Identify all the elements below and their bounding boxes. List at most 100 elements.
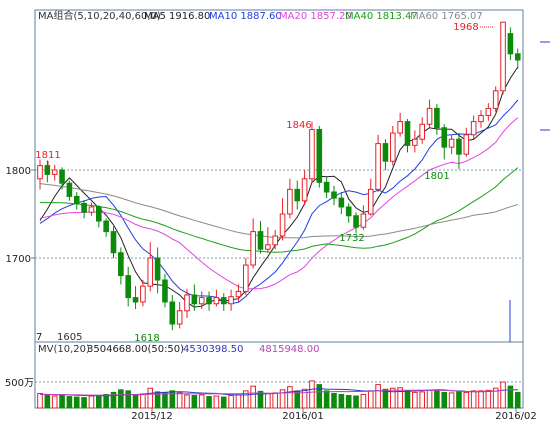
candle-body (235, 290, 242, 298)
volume-bar (169, 390, 176, 409)
volume-bar (250, 385, 256, 409)
volume-legend-v2: 4530398.50 (183, 344, 243, 355)
legend-ma40: MA40 1813.47 (345, 11, 418, 22)
volume-bar (301, 388, 308, 409)
candle-body (103, 220, 109, 233)
volume-bar (397, 387, 403, 409)
moving-average-lines (39, 66, 519, 308)
candle-body (323, 181, 330, 193)
candle (154, 247, 161, 294)
volume-bar (118, 389, 124, 409)
candle (110, 226, 117, 258)
volume-bar (287, 386, 293, 409)
volume-bar (463, 391, 470, 409)
candle-body (287, 188, 293, 215)
candle (323, 177, 330, 199)
volume-bar (448, 392, 455, 409)
volume-bar (470, 390, 477, 409)
candle (169, 294, 176, 331)
candle-body (147, 257, 154, 287)
candle (235, 284, 242, 302)
volume-bar (140, 393, 146, 409)
candle-body (500, 21, 506, 92)
candle (382, 139, 389, 170)
candle (448, 134, 455, 155)
volume-bar (198, 394, 205, 409)
volume-bar (507, 385, 514, 409)
volume-bar (419, 391, 425, 409)
volume-bar (228, 395, 234, 409)
ma5-line (39, 66, 519, 308)
legend-ma5-label: MA5 (144, 11, 166, 22)
ma20-line (39, 117, 519, 290)
candle (37, 159, 43, 190)
volume-bar (73, 396, 80, 409)
x-label-2016-01: 2016/01 (282, 411, 324, 422)
legend-ma40-value: 1813.47 (376, 11, 417, 22)
volume-bar (44, 394, 51, 409)
volume-bar (51, 395, 58, 409)
candle (73, 192, 80, 210)
volume-bar (220, 396, 227, 409)
candle-body (316, 129, 323, 183)
candle-body (110, 231, 117, 254)
candle (96, 205, 102, 228)
candle (294, 180, 301, 210)
volume-bar (88, 395, 95, 409)
volume-bar (331, 392, 337, 409)
volume-bar (441, 391, 448, 409)
candle-body (492, 90, 499, 109)
candle-body (51, 169, 58, 175)
ma10-line (39, 99, 519, 305)
volume-bar (191, 395, 198, 409)
volume-bar (390, 387, 396, 409)
candle-body (382, 143, 389, 162)
price-legend-name: MA组合(5,10,20,40,60,0) (38, 9, 161, 22)
volume-bar (125, 390, 132, 409)
legend-ma10: MA10 1887.60 (209, 11, 282, 22)
volume-bar (492, 387, 499, 409)
candle (301, 170, 308, 206)
candle-body (162, 279, 168, 303)
annotation-1618: 1618 (134, 333, 159, 344)
annotation-1605: 1605 (57, 332, 82, 343)
volume-bar (375, 384, 381, 409)
annotation-1732: 1732 (339, 233, 364, 244)
legend-ma60-label: MA60 (410, 11, 438, 22)
candle-body (81, 202, 87, 213)
candle (132, 286, 139, 310)
candle-body (426, 107, 433, 125)
volume-bar (176, 392, 183, 409)
x-label-2016-02: 2016/02 (495, 411, 537, 422)
candle-body (404, 121, 411, 146)
candle-body (353, 215, 359, 228)
candle-body (169, 301, 176, 325)
legend-ma60: MA60 1765.07 (410, 11, 483, 22)
volume-bar (154, 391, 161, 409)
candle-body (514, 53, 521, 61)
volume-bar (500, 381, 506, 409)
volume-bar (353, 395, 359, 409)
volume-ma20-line (39, 389, 518, 396)
candle-body (456, 138, 462, 155)
candle-body (118, 252, 124, 277)
candlesticks (37, 21, 521, 331)
volume-bar (81, 397, 87, 409)
candle (434, 104, 440, 135)
candle (375, 134, 381, 192)
candle (147, 242, 154, 292)
candle-body (390, 132, 396, 162)
candle-body (470, 121, 477, 136)
candle (463, 127, 470, 157)
candle-body (88, 206, 95, 213)
candle (470, 115, 477, 140)
candle (419, 117, 425, 144)
candle (412, 130, 418, 153)
candle-body (191, 294, 198, 305)
candle (507, 27, 514, 60)
candle-body (265, 244, 271, 250)
candle-body (279, 213, 286, 237)
candle-body (213, 297, 220, 305)
bottom-left-fragment: 7 (36, 332, 42, 343)
